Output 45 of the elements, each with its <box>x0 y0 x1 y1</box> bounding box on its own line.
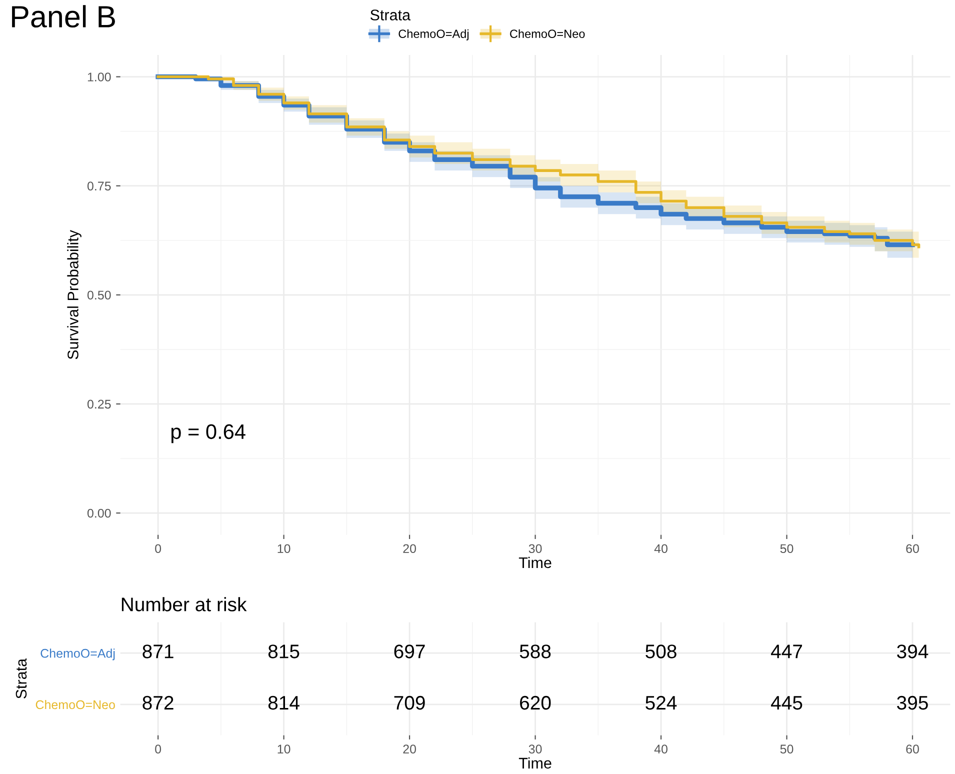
data-label: 588 <box>520 644 551 658</box>
y-tick-label: 0.75 <box>87 182 111 190</box>
data-label: 445 <box>770 696 802 710</box>
x-tick-label: 0 <box>155 744 162 754</box>
x-axis-title: Time <box>518 556 552 568</box>
data-label: 508 <box>646 644 676 658</box>
y-tick-label: ChemoO=Adj <box>40 648 115 660</box>
data-label: 394 <box>897 644 928 658</box>
x-tick-label: 30 <box>528 544 542 554</box>
x-tick-label: 30 <box>528 744 542 754</box>
chart-title: Panel B <box>12 5 115 28</box>
x-axis-title: Time <box>518 757 552 769</box>
x-tick-label: 10 <box>278 744 290 754</box>
x-tick-label: 0 <box>155 544 162 554</box>
data-label: 395 <box>897 696 928 710</box>
y-tick-label: 0.25 <box>87 400 111 409</box>
x-tick-label: 10 <box>278 544 290 554</box>
x-tick-label: 50 <box>780 744 794 754</box>
y-tick-label: 0.50 <box>87 290 111 300</box>
y-tick-label: 0.00 <box>87 508 111 518</box>
x-tick-label: 50 <box>780 544 794 554</box>
chart-title: Number at risk <box>122 597 247 612</box>
y-axis-title: Strata <box>16 658 27 698</box>
data-label: 524 <box>646 696 677 710</box>
y-tick-label: 1.00 <box>88 72 111 82</box>
data-label: 709 <box>394 696 425 710</box>
x-tick-label: 40 <box>654 744 668 754</box>
x-tick-label: 20 <box>403 544 416 554</box>
x-tick-label: 20 <box>403 744 416 754</box>
legend-title: Strata <box>370 10 411 20</box>
annotation: p = 0.64 <box>171 424 246 444</box>
x-tick-label: 60 <box>906 544 919 554</box>
y-tick-label: ChemoO=Neo <box>36 700 115 710</box>
y-axis-title: Survival Probability <box>67 230 82 360</box>
data-label: 447 <box>770 644 802 658</box>
data-label: 872 <box>142 696 174 710</box>
data-label: 871 <box>142 644 174 658</box>
data-label: 697 <box>394 644 425 658</box>
x-tick-label: 40 <box>654 544 668 554</box>
data-label: 620 <box>520 696 551 710</box>
legend-label: ChemoO=Neo <box>510 29 585 38</box>
data-label: 814 <box>268 696 300 710</box>
x-tick-label: 60 <box>906 744 919 754</box>
data-label: 815 <box>268 644 300 658</box>
legend-label: ChemoO=Adj <box>398 29 469 40</box>
